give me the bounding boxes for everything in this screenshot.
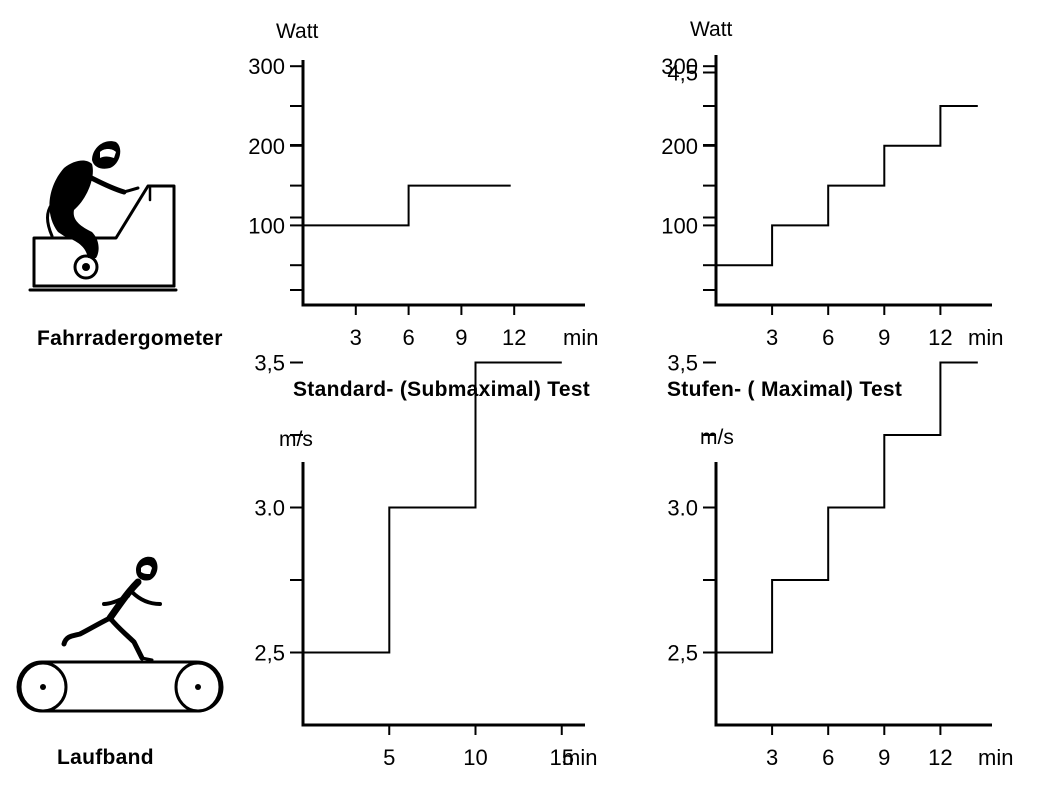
y-axis-label: m/s (279, 428, 313, 451)
y-axis-label: m/s (700, 426, 734, 449)
axes (301, 60, 585, 307)
x-tick-label: 9 (455, 325, 467, 350)
y-tick-label: 200 (661, 134, 698, 159)
x-axis-label: min (563, 325, 598, 350)
x-axis-label: min (562, 745, 597, 770)
y-tick-label: 2,5 (254, 641, 285, 666)
x-axis-label: min (978, 745, 1013, 770)
y-tick-label: 300 (248, 54, 285, 79)
axes (301, 462, 585, 727)
series-line (303, 184, 511, 227)
y-tick-label: 100 (248, 213, 285, 238)
x-tick-label: 12 (928, 745, 952, 770)
chart-2: 100 200 300 3 6 9 12 min Watt (661, 18, 1003, 350)
bike-ergometer-icon (28, 141, 178, 292)
y-tick-label: 2,5 (667, 641, 698, 666)
y-tick-label: 200 (248, 134, 285, 159)
series-line (716, 105, 978, 267)
y-axis-label: Watt (690, 18, 733, 41)
y-tick-label: 3,5 (667, 351, 698, 376)
treadmill-icon (16, 556, 224, 713)
treadmill-caption: Laufband (57, 746, 154, 769)
x-tick-label: 6 (402, 325, 414, 350)
x-tick-label: 3 (766, 745, 778, 770)
y-tick-label: 3.0 (667, 496, 698, 521)
chart-1: 100 200 300 3 6 9 12 min Watt (248, 20, 598, 350)
y-tick-label: 100 (661, 213, 698, 238)
x-tick-label: 6 (822, 745, 834, 770)
x-tick-label: 3 (766, 325, 778, 350)
y-axis-label: Watt (276, 20, 319, 43)
x-tick-label: 12 (502, 325, 526, 350)
x-tick-label: 6 (822, 325, 834, 350)
y-tick-label: 3,5 (254, 351, 285, 376)
x-axis-label: min (968, 325, 1003, 350)
y-tick-label: 3.0 (254, 496, 285, 521)
y-tick-label: 4,5 (667, 61, 698, 86)
x-tick-label: 10 (463, 745, 487, 770)
axes (714, 462, 992, 727)
x-tick-label: 3 (350, 325, 362, 350)
chart-4: 2,5 3.0 3,5 4,5 3 6 9 12 min m/s (667, 61, 1013, 771)
x-tick-label: 15 (550, 745, 574, 770)
stufen-test-caption: Stufen- ( Maximal) Test (667, 378, 902, 401)
bike-caption: Fahrradergometer (37, 327, 223, 350)
x-tick-label: 5 (383, 745, 395, 770)
x-tick-label: 12 (928, 325, 952, 350)
series-line (303, 361, 562, 654)
x-tick-label: 9 (878, 745, 890, 770)
axes (714, 55, 992, 307)
standard-test-caption: Standard- (Submaximal) Test (293, 378, 590, 401)
series-line (716, 361, 978, 654)
x-tick-label: 9 (878, 325, 890, 350)
y-tick-label: 300 (661, 54, 698, 79)
